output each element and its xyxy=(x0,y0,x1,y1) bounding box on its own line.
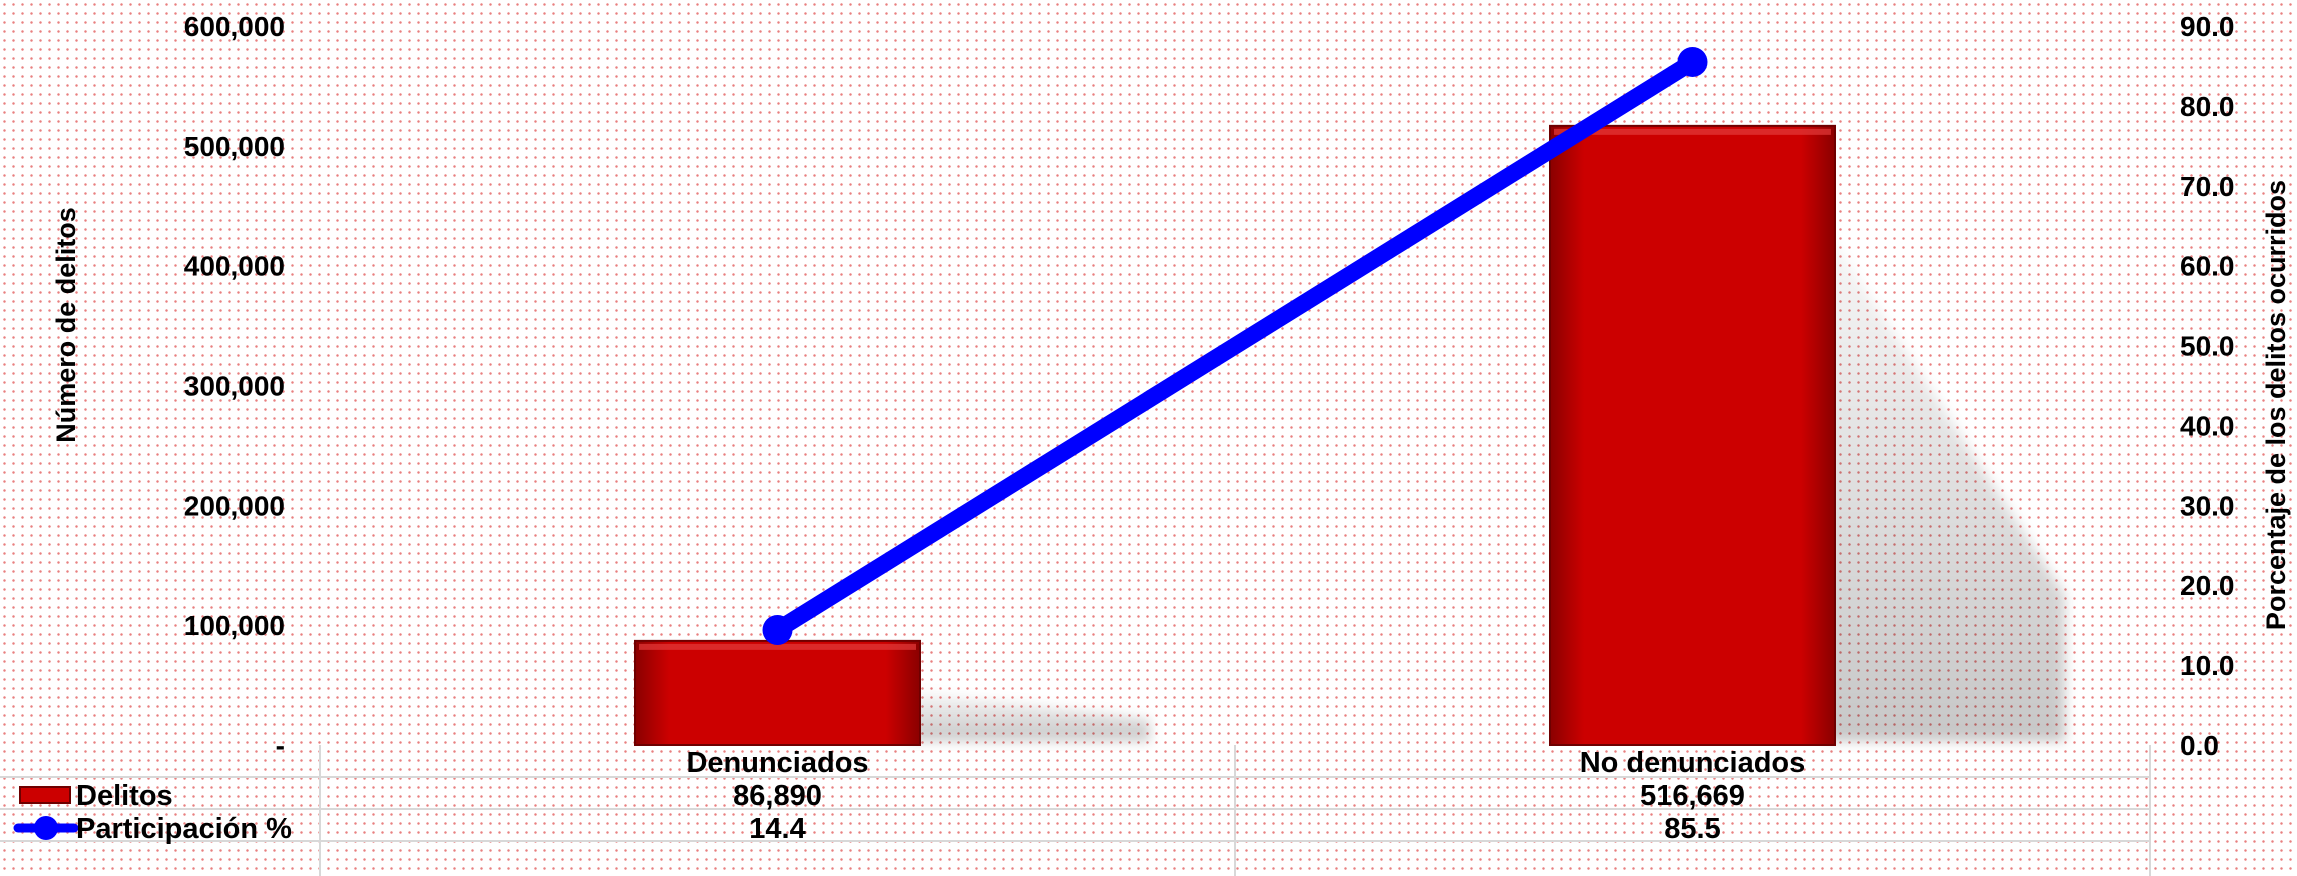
left-tick-label: 400,000 xyxy=(184,251,285,282)
bar-highlight xyxy=(1554,128,1831,135)
left-tick-label: 500,000 xyxy=(184,131,285,162)
legend-bar-key xyxy=(19,786,71,804)
right-tick-label: 80.0 xyxy=(2180,91,2235,122)
table-cell-delitos: 86,890 xyxy=(733,780,822,812)
participation-point-2 xyxy=(1677,46,1708,77)
left-tick-label: 600,000 xyxy=(184,11,285,42)
bar-2 xyxy=(1549,124,1836,746)
right-tick-label: 70.0 xyxy=(2180,171,2235,202)
left-axis-ticks: - 100,000 200,000 300,000 400,000 500,000 600,… xyxy=(184,11,285,761)
bars xyxy=(634,124,1836,747)
left-tick-label: - xyxy=(276,730,285,761)
participation-series-line xyxy=(769,53,1701,639)
right-tick-label: 30.0 xyxy=(2180,490,2235,521)
table-cell-participacion: 85.5 xyxy=(1664,813,1720,845)
left-axis-title: Número de delitos xyxy=(51,207,81,443)
category-label: No denunciados xyxy=(1580,747,1806,779)
bar-shadow xyxy=(1825,227,2065,742)
bar-shadow xyxy=(910,691,1150,741)
right-tick-label: 90.0 xyxy=(2180,11,2235,42)
participation-line xyxy=(762,46,1708,645)
category-label: Denunciados xyxy=(686,747,868,779)
right-tick-label: 0.0 xyxy=(2180,730,2219,761)
right-tick-label: 10.0 xyxy=(2180,650,2235,681)
legend-label-participacion: Participación % xyxy=(76,813,292,845)
right-tick-label: 50.0 xyxy=(2180,331,2235,362)
participation-point-1 xyxy=(762,614,793,645)
data-table: Denunciados No denunciados Delitos 86,890 51… xyxy=(0,745,2151,876)
table-cell-participacion: 14.4 xyxy=(749,813,805,845)
left-tick-label: 100,000 xyxy=(184,610,285,641)
legend-marker-key xyxy=(34,816,58,840)
bar-1 xyxy=(634,639,921,747)
right-tick-label: 20.0 xyxy=(2180,570,2235,601)
left-tick-label: 200,000 xyxy=(184,490,285,521)
bar-highlight xyxy=(639,643,916,650)
bar-shadows xyxy=(910,227,2065,742)
legend-label-delitos: Delitos xyxy=(76,780,173,812)
right-tick-label: 40.0 xyxy=(2180,410,2235,441)
left-tick-label: 300,000 xyxy=(184,371,285,402)
right-axis-title: Porcentaje de los delitos ocurridos xyxy=(2261,180,2291,630)
right-axis-ticks: 0.0 10.0 20.0 30.0 40.0 50.0 60.0 70.0 80.0 90.0 xyxy=(2180,11,2235,761)
table-cell-delitos: 516,669 xyxy=(1640,780,1745,812)
right-tick-label: 60.0 xyxy=(2180,251,2235,282)
